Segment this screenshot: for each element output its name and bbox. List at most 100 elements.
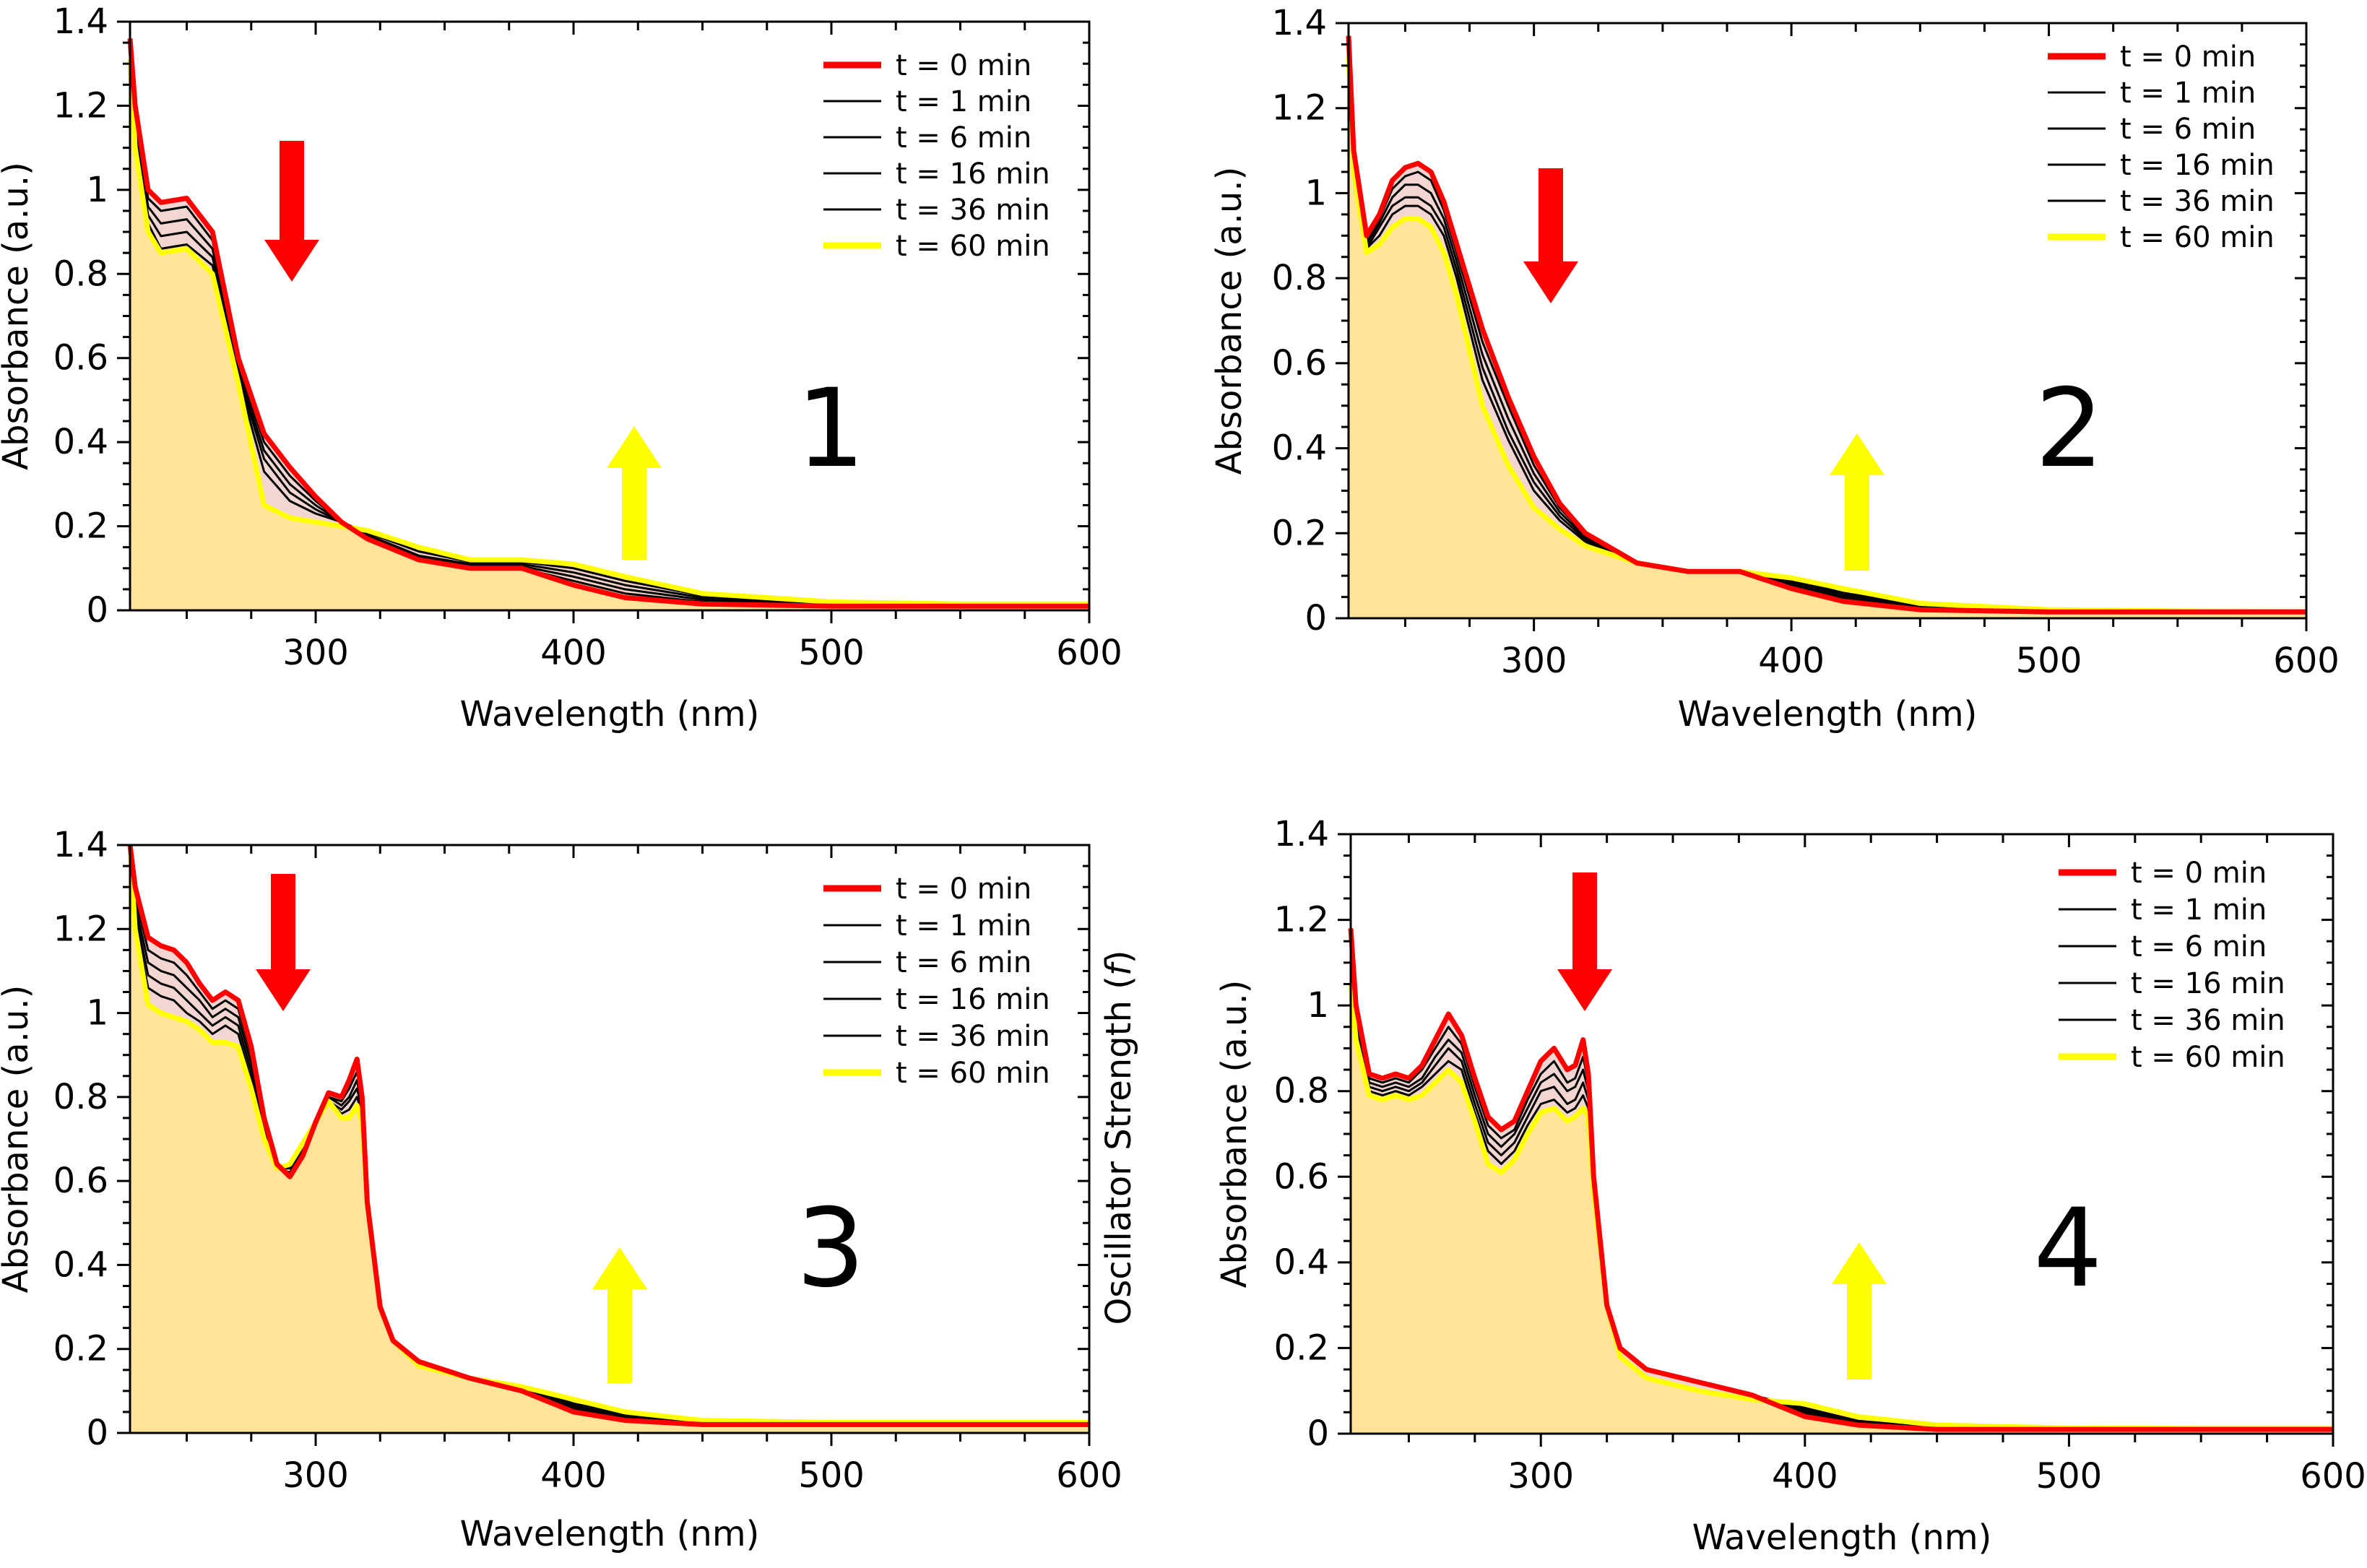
y-tick-label: 1.4 — [53, 825, 108, 865]
arrow-down-icon — [1523, 168, 1578, 303]
series-line-1 — [1348, 928, 2333, 1432]
y-tick-label: 0.8 — [1274, 1071, 1329, 1112]
x-tick-label: 600 — [2273, 641, 2340, 681]
area-fill — [1351, 984, 2333, 1434]
y-tick-label: 0.4 — [53, 422, 108, 462]
legend-label: t = 36 min — [2131, 1004, 2285, 1037]
x-tick-label: 400 — [1758, 641, 1825, 681]
y-tick-label: 1.4 — [1274, 814, 1329, 854]
y-tick-label: 0.8 — [1272, 258, 1327, 298]
y-tick-label: 0.8 — [53, 254, 108, 294]
arrow-down-icon — [264, 141, 319, 282]
secondary-y-axis-label: Oscillator Strength (f) — [1099, 950, 1139, 1325]
series-line-5 — [1347, 53, 2306, 613]
x-axis-label: Wavelength (nm) — [460, 694, 760, 735]
y-tick-label: 0.8 — [53, 1077, 108, 1117]
y-tick-label: 0.4 — [1274, 1242, 1329, 1283]
series-line-3 — [1349, 937, 2333, 1430]
y-tick-label: 0.2 — [53, 1329, 108, 1369]
y-tick-label: 1.2 — [53, 909, 108, 949]
legend-label: t = 60 min — [2120, 221, 2275, 254]
legend-label: t = 6 min — [2131, 930, 2267, 963]
y-tick-label: 0 — [86, 1413, 108, 1453]
legend-label: t = 1 min — [896, 909, 1031, 943]
y-tick-label: 0.2 — [1272, 513, 1327, 553]
area-fill — [1349, 57, 2306, 619]
legend-label: t = 1 min — [2120, 77, 2256, 110]
x-axis-label: Wavelength (nm) — [460, 1514, 760, 1554]
x-tick-label: 500 — [2036, 1456, 2103, 1496]
y-tick-label: 1 — [1304, 173, 1327, 213]
x-tick-label: 400 — [540, 633, 607, 673]
series-line-6 — [1348, 984, 2333, 1431]
y-tick-label: 1.2 — [53, 85, 108, 126]
legend-label: t = 6 min — [896, 946, 1031, 979]
y-tick-label: 0.6 — [53, 338, 108, 378]
y-tick-label: 0 — [1307, 1413, 1329, 1454]
arrow-up-icon — [1830, 433, 1884, 571]
series-line-4 — [1347, 48, 2306, 613]
x-axis-label: Wavelength (nm) — [1692, 1517, 1992, 1558]
legend-label: t = 1 min — [2131, 893, 2267, 927]
x-tick-label: 400 — [540, 1455, 607, 1496]
legend-label: t = 16 min — [896, 983, 1050, 1016]
series-line-6 — [127, 59, 1089, 607]
y-tick-label: 0 — [1304, 598, 1327, 638]
legend-label: t = 36 min — [896, 194, 1050, 227]
legend-label: t = 16 min — [896, 157, 1050, 191]
y-tick-label: 0.6 — [53, 1161, 108, 1201]
y-tick-label: 0.6 — [1272, 343, 1327, 384]
x-tick-label: 600 — [1056, 1455, 1122, 1496]
arrow-up-icon — [607, 426, 662, 560]
x-tick-label: 500 — [2016, 641, 2082, 681]
x-tick-label: 300 — [1507, 1456, 1574, 1496]
area-fill — [130, 59, 1089, 610]
series-line-6 — [1346, 56, 2307, 615]
x-tick-label: 300 — [282, 633, 349, 673]
legend-label: t = 16 min — [2131, 967, 2285, 1000]
legend-label: t = 60 min — [896, 230, 1050, 263]
y-tick-label: 0.2 — [1274, 1327, 1329, 1368]
x-tick-label: 500 — [798, 1455, 865, 1496]
y-axis-label: Absorbance (a.u.) — [0, 162, 36, 470]
y-tick-label: 0.6 — [1274, 1156, 1329, 1197]
panel-number: 4 — [2033, 1186, 2102, 1312]
y-tick-label: 1 — [86, 170, 108, 210]
y-tick-label: 0.4 — [1272, 428, 1327, 469]
x-axis-label: Wavelength (nm) — [1678, 694, 1978, 735]
legend-label: t = 0 min — [896, 872, 1031, 906]
series-line-6 — [127, 844, 1089, 1425]
y-tick-label: 0 — [86, 590, 108, 631]
panel-1: 300 400 500 600 0 0.2 0.4 0.6 0.8 1 1.2 1.4 Waveleng… — [0, 1, 1122, 735]
panel-2: 300 400 500 600 0 0.2 0.4 0.6 0.8 1 1.2 1.4 Waveleng… — [1209, 3, 2340, 735]
legend-label: t = 0 min — [2120, 40, 2256, 74]
legend-label: t = 36 min — [2120, 185, 2275, 218]
panel-4: 300 400 500 600 0 0.2 0.4 0.6 0.8 1 1.2 1.4 Waveleng… — [1214, 814, 2366, 1558]
series-line-3 — [1347, 44, 2306, 613]
panel-number: 3 — [796, 1186, 865, 1312]
area-fill — [130, 845, 1089, 1433]
y-tick-label: 1 — [86, 993, 108, 1034]
y-tick-label: 1 — [1307, 985, 1329, 1026]
legend-label: t = 60 min — [2131, 1041, 2285, 1074]
y-axis-label: Absorbance (a.u.) — [1209, 167, 1250, 475]
legend-label: t = 6 min — [2120, 113, 2256, 146]
legend-label: t = 1 min — [896, 85, 1031, 118]
x-tick-label: 600 — [2300, 1456, 2366, 1496]
y-tick-label: 1.2 — [1272, 88, 1327, 129]
legend-label: t = 16 min — [2120, 149, 2275, 182]
arrow-down-icon — [256, 874, 311, 1011]
panel-3: 300 400 500 600 0 0.2 0.4 0.6 0.8 1 1.2 1.4 Waveleng… — [0, 825, 1139, 1554]
series-line-4 — [1349, 941, 2333, 1430]
x-tick-label: 500 — [798, 633, 865, 673]
x-tick-label: 400 — [1772, 1456, 1838, 1496]
arrow-up-icon — [592, 1247, 647, 1383]
panel-number: 1 — [796, 366, 865, 492]
legend-label: t = 36 min — [896, 1020, 1050, 1053]
legend-label: t = 0 min — [896, 49, 1031, 82]
